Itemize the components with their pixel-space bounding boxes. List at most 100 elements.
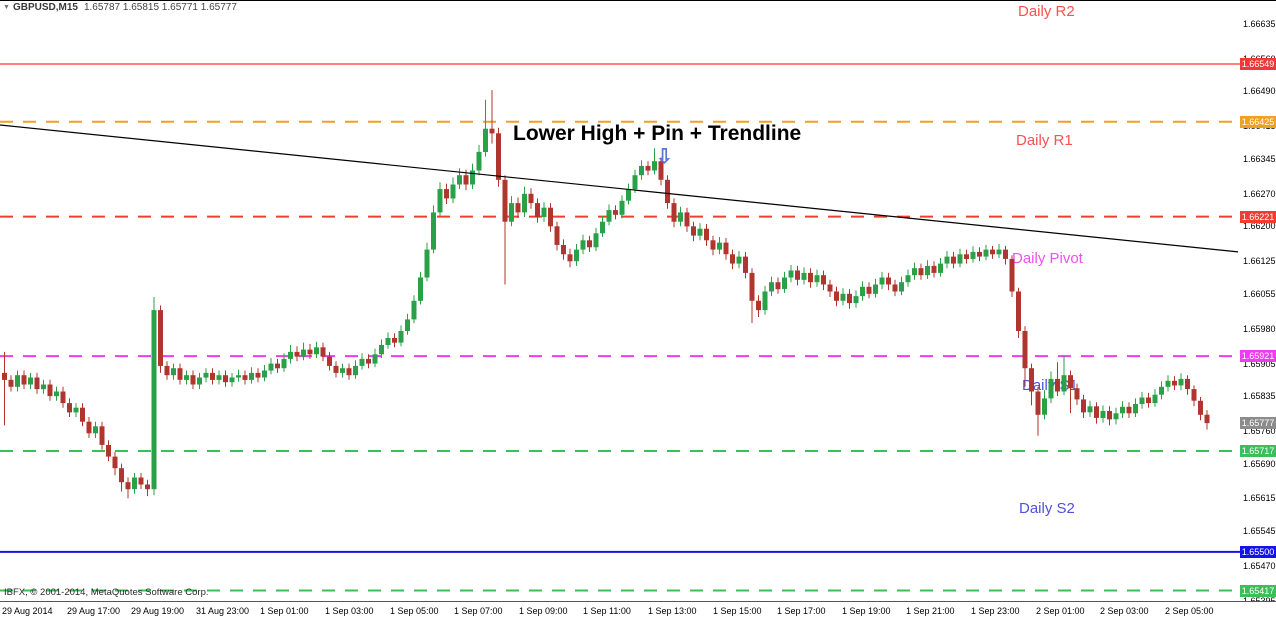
candle-body bbox=[197, 377, 202, 385]
candle-body bbox=[853, 296, 859, 304]
candle-body bbox=[691, 226, 696, 236]
candle-body bbox=[983, 249, 989, 257]
candle-body bbox=[1113, 413, 1119, 420]
candle-body bbox=[814, 275, 820, 283]
pivot-label[interactable]: Daily Pivot bbox=[1012, 250, 1083, 267]
candle-body bbox=[41, 384, 46, 390]
candle-body bbox=[236, 375, 241, 378]
candle-body bbox=[1022, 331, 1028, 369]
candle-body bbox=[866, 286, 872, 294]
candle-body bbox=[684, 212, 690, 227]
candle-body bbox=[795, 270, 800, 280]
candle-body bbox=[723, 242, 729, 255]
candle-body bbox=[262, 370, 267, 378]
symbol-quote: ▼ GBPUSD,M15 1.65787 1.65815 1.65771 1.657… bbox=[3, 2, 237, 13]
candle-body bbox=[827, 284, 833, 292]
candle-body bbox=[171, 368, 176, 376]
candle-body bbox=[977, 251, 982, 257]
candle-body bbox=[788, 270, 794, 278]
candle-body bbox=[554, 226, 560, 245]
candle-body bbox=[574, 249, 579, 262]
candle-body bbox=[710, 240, 716, 250]
candle-body bbox=[626, 189, 631, 201]
candle-body bbox=[418, 277, 423, 301]
candle-body bbox=[2, 372, 7, 380]
pivot-label[interactable]: Daily S2 bbox=[1019, 500, 1075, 517]
candle-body bbox=[912, 268, 917, 276]
candle-body bbox=[1042, 398, 1047, 415]
candle-body bbox=[385, 338, 391, 345]
candle-body bbox=[1087, 406, 1093, 413]
candle-body bbox=[645, 165, 651, 171]
candle-body bbox=[886, 277, 891, 285]
candle-body bbox=[164, 365, 170, 376]
time-axis[interactable]: 29 Aug 2014 29 Aug 17:00 29 Aug 19:00 31 Au… bbox=[0, 601, 1276, 619]
time-label: 29 Aug 19:00 bbox=[131, 606, 185, 616]
candle-body bbox=[1055, 378, 1060, 392]
candle-body bbox=[658, 161, 664, 180]
candle-body bbox=[158, 310, 163, 366]
time-label: 1 Sep 09:00 bbox=[519, 606, 568, 616]
candle-body bbox=[1081, 399, 1086, 413]
pivot-label[interactable]: Daily R2 bbox=[1018, 3, 1075, 20]
price-badge: 1.65500 bbox=[1240, 546, 1276, 558]
candle-body bbox=[1016, 291, 1021, 331]
candle-body bbox=[437, 189, 443, 213]
candle-body bbox=[190, 375, 196, 385]
candle-body bbox=[541, 207, 547, 217]
price-tick: 1.66270 bbox=[1243, 189, 1276, 199]
price-tick: 1.65690 bbox=[1243, 459, 1276, 469]
pivot-label[interactable]: Daily R1 bbox=[1016, 132, 1073, 149]
candle-body bbox=[320, 347, 326, 357]
candle-body bbox=[112, 456, 118, 469]
candle-body bbox=[938, 263, 943, 273]
price-axis[interactable]: 1.666351.665601.664901.664151.663451.662… bbox=[1240, 1, 1276, 606]
candle-body bbox=[249, 372, 254, 380]
candle-body bbox=[931, 265, 937, 273]
candle-body bbox=[717, 242, 722, 250]
price-tick: 1.65760 bbox=[1243, 426, 1276, 436]
candle-body bbox=[775, 282, 781, 290]
down-arrow-icon[interactable]: ⇩ bbox=[656, 146, 673, 168]
candle-body bbox=[203, 372, 209, 378]
candle-body bbox=[879, 277, 885, 285]
price-tick: 1.66490 bbox=[1243, 86, 1276, 96]
candle-body bbox=[281, 358, 287, 369]
price-badge: 1.66221 bbox=[1240, 211, 1276, 223]
candle-body bbox=[782, 277, 787, 290]
price-badge: 1.65777 bbox=[1240, 417, 1276, 429]
trendline[interactable] bbox=[0, 124, 1239, 253]
candle-body bbox=[951, 256, 956, 264]
time-label: 1 Sep 03:00 bbox=[325, 606, 374, 616]
candle-body bbox=[86, 421, 92, 434]
candle-body bbox=[860, 286, 865, 297]
candle-body bbox=[736, 256, 742, 264]
candle-body bbox=[132, 477, 137, 490]
price-tick: 1.65470 bbox=[1243, 561, 1276, 571]
candle-body bbox=[54, 391, 59, 397]
candle-body bbox=[697, 228, 703, 236]
candle-body bbox=[1068, 375, 1073, 389]
price-tick: 1.65545 bbox=[1243, 526, 1276, 536]
candle-body bbox=[392, 338, 397, 343]
candle-body bbox=[502, 179, 508, 222]
candle-body bbox=[288, 351, 293, 359]
price-tick: 1.66635 bbox=[1243, 19, 1276, 29]
candle-body bbox=[834, 291, 839, 301]
candle-body bbox=[1159, 386, 1164, 395]
candle-body bbox=[346, 368, 352, 376]
candle-body bbox=[899, 282, 904, 292]
candle-body bbox=[1003, 249, 1008, 259]
candle-body bbox=[1100, 411, 1106, 418]
chart-annotation[interactable]: Lower High + Pin + Trendline bbox=[513, 122, 802, 145]
price-badge: 1.66425 bbox=[1240, 116, 1276, 128]
candle-body bbox=[67, 403, 72, 413]
candle-body bbox=[1191, 389, 1197, 401]
price-badge: 1.65921 bbox=[1240, 350, 1276, 362]
time-label: 1 Sep 23:00 bbox=[971, 606, 1020, 616]
candle-body bbox=[632, 175, 638, 190]
candle-body bbox=[1152, 394, 1158, 404]
time-label: 1 Sep 21:00 bbox=[906, 606, 955, 616]
